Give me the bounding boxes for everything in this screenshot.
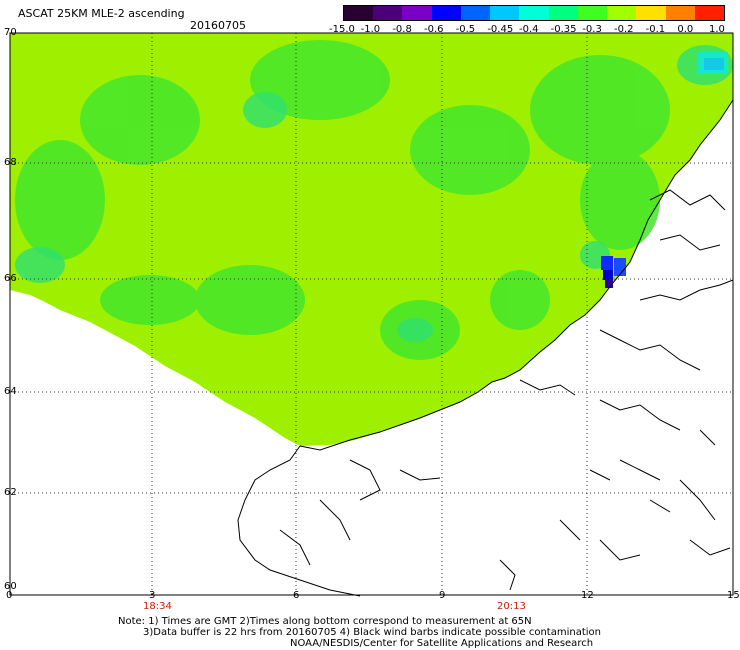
note-line-1: Note: 1) Times are GMT 2)Times along bot… <box>118 616 532 627</box>
colorbar-tick-label: -0.2 <box>614 24 634 35</box>
lon-label-9: 9 <box>439 590 446 601</box>
map-frame <box>9 32 734 596</box>
colorbar-tick-label: -0.4 <box>519 24 539 35</box>
colorbar-swatch <box>607 6 637 20</box>
colorbar-tick-label: -0.6 <box>424 24 444 35</box>
note-line-3: NOAA/NESDIS/Center for Satellite Applica… <box>290 638 594 649</box>
lat-label-68: 68 <box>4 157 17 168</box>
lon-label-3: 3 <box>149 590 156 601</box>
note-line-2: 3)Data buffer is 22 hrs from 20160705 4)… <box>143 627 601 638</box>
colorbar <box>343 5 725 21</box>
product-title: ASCAT 25KM MLE-2 ascending <box>18 7 185 20</box>
colorbar-tick-label: -0.8 <box>392 24 412 35</box>
colorbar-swatch <box>373 6 403 20</box>
colorbar-swatch <box>344 6 374 20</box>
lat-label-60: 60 <box>4 581 17 592</box>
colorbar-swatch <box>402 6 432 20</box>
colorbar-tick-label: -0.1 <box>645 24 666 35</box>
colorbar-labels: -15.0 -1.0 -0.8 -0.6 -0.5 -0.45 -0.4 -0.35 -0.3 -… <box>329 24 730 37</box>
colorbar-swatch <box>431 6 461 20</box>
lon-label-12: 12 <box>581 590 594 601</box>
colorbar-swatch <box>519 6 549 20</box>
graticule <box>10 33 733 595</box>
colorbar-swatch <box>577 6 608 20</box>
colorbar-tick-label: -0.45 <box>487 24 514 35</box>
lon-label-6: 6 <box>293 590 300 601</box>
wind-field <box>10 33 733 446</box>
colorbar-tick-label: -0.5 <box>455 24 476 35</box>
colorbar-swatch <box>665 6 695 20</box>
colorbar-tick-label: 0.0 <box>677 24 694 35</box>
lon-label-0: 0 <box>6 590 13 601</box>
colorbar-tick-label: 1.0 <box>709 24 725 35</box>
lat-label-66: 66 <box>4 273 17 284</box>
product-date: 20160705 <box>190 19 246 32</box>
colorbar-swatch <box>460 6 491 20</box>
lat-label-64: 64 <box>4 386 17 397</box>
lon-label-15: 15 <box>727 590 740 601</box>
colorbar-swatch <box>490 6 520 20</box>
lat-label-62: 62 <box>4 487 17 498</box>
colorbar-tick-label: -1.0 <box>360 24 381 35</box>
coastline <box>237 99 734 597</box>
time-label-1834: 18:34 <box>143 601 172 612</box>
time-label-2013: 20:13 <box>497 601 526 612</box>
colorbar-tick-label: -15.0 <box>329 24 355 35</box>
lat-label-70: 70 <box>4 27 17 38</box>
colorbar-swatch <box>548 6 578 20</box>
colorbar-swatch <box>694 6 725 20</box>
colorbar-tick-label: -0.35 <box>550 24 577 35</box>
colorbar-swatch <box>636 6 666 20</box>
colorbar-tick-label: -0.3 <box>582 24 602 35</box>
